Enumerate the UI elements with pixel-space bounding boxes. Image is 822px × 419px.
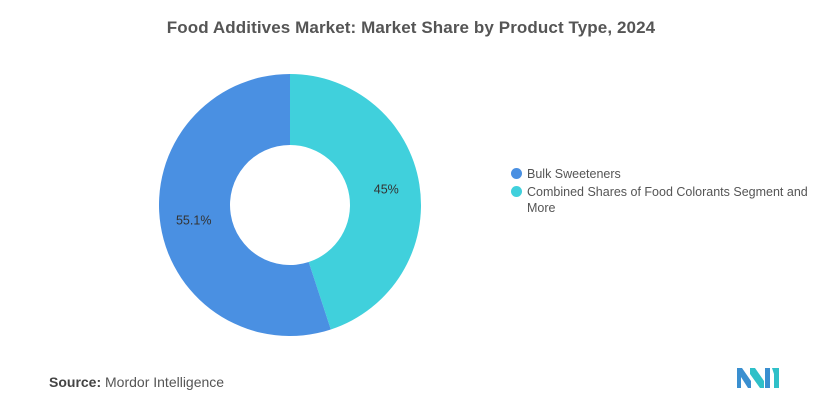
legend-marker-bulk-sweeteners (511, 168, 522, 179)
legend-item-food-colorants[interactable]: Combined Shares of Food Colorants Segmen… (511, 184, 811, 216)
legend-label: Combined Shares of Food Colorants Segmen… (527, 185, 808, 215)
chart-legend: Bulk Sweeteners Combined Shares of Food … (511, 166, 811, 218)
legend-label: Bulk Sweeteners (527, 167, 621, 181)
source-text: Mordor Intelligence (105, 374, 225, 390)
source-label: Source: (49, 374, 102, 390)
chart-title: Food Additives Market: Market Share by P… (166, 18, 656, 37)
legend-item-bulk-sweeteners[interactable]: Bulk Sweeteners (511, 166, 811, 182)
legend-marker-food-colorants (511, 186, 522, 197)
data-labels: 45% 55.1% (176, 183, 399, 228)
source-note: Source: Mordor Intelligence (49, 374, 224, 390)
data-label-1: 45% (374, 183, 399, 197)
mordor-intelligence-logo-icon (737, 366, 779, 393)
donut-slices (159, 74, 421, 336)
donut-slice-0[interactable] (159, 74, 331, 336)
donut-slice-1[interactable] (290, 74, 421, 330)
data-label-0: 55.1% (176, 213, 211, 227)
